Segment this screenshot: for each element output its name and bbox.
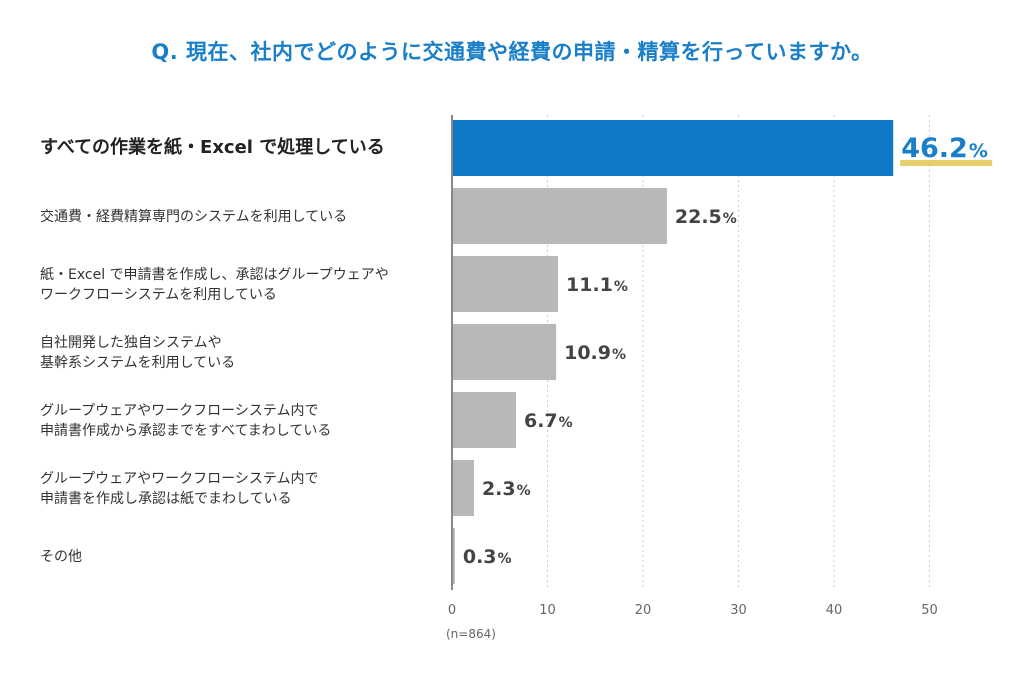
category-label: ワークフローシステムを利用している [40,287,277,303]
category-label: 基幹系システムを利用している [40,354,235,371]
category-label: グループウェアやワークフローシステム内で [40,403,318,419]
category-label: 申請書作成から承認までをすべてまわしている [40,423,331,439]
bar [452,256,559,312]
value-label: 22.5% [675,206,737,228]
value-unit: % [517,483,531,499]
category-label: 自社開発した独自システムや [40,335,222,351]
chart-title: Q. 現在、社内でどのように交通費や経費の申請・精算を行っていますか。 [151,40,873,64]
x-tick-label: 10 [539,603,556,618]
value-unit: % [614,279,628,295]
x-tick-label: 20 [635,603,652,618]
bar [452,528,455,584]
value-underline [900,160,993,166]
value-label: 0.3% [463,546,512,568]
value-label: 10.9% [564,342,626,364]
value-unit: % [498,551,512,567]
x-tick-label: 40 [826,603,843,618]
category-label: 申請書を作成し承認は紙でまわしている [40,491,292,507]
bar [452,120,894,176]
value-unit: % [723,211,737,227]
x-tick-label: 50 [921,603,938,618]
value-unit: % [559,415,573,431]
sample-size-note: (n=864) [446,627,496,641]
category-label: すべての作業を紙・Excel で処理している [40,136,385,158]
bar [452,188,667,244]
category-label: 紙・Excel で申請書を作成し、承認はグループウェアや [40,267,389,283]
category-label: 交通費・経費精算専門のシステムを利用している [40,208,347,225]
value-label: 11.1% [566,274,628,296]
bar [452,392,516,448]
category-label: その他 [40,549,82,565]
bar [452,460,474,516]
value-unit: % [612,347,626,363]
x-tick-label: 0 [448,603,456,618]
value-label: 2.3% [482,478,531,500]
value-label: 6.7% [524,410,573,432]
category-label: グループウェアやワークフローシステム内で [40,471,318,487]
bar [452,324,557,380]
value-label: 46.2% [901,133,988,164]
value-unit: % [969,140,988,162]
x-tick-label: 30 [730,603,747,618]
